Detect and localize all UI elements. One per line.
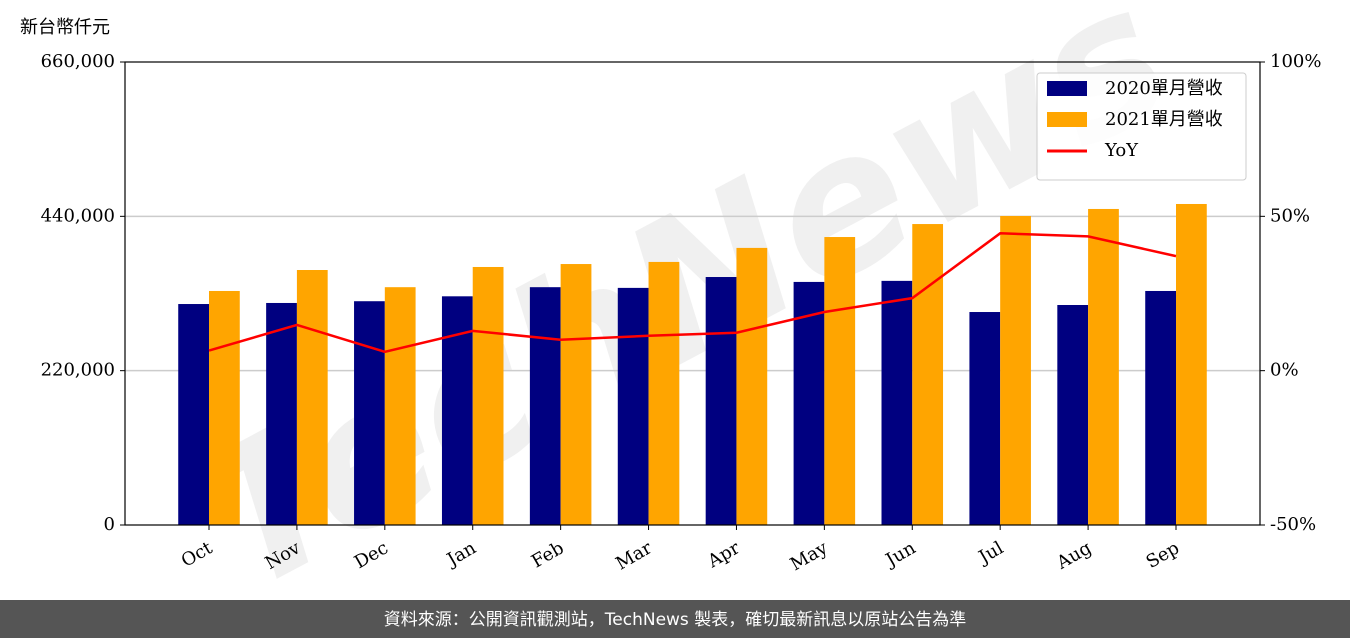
bar [912, 224, 944, 526]
bar [441, 296, 473, 525]
bar [209, 290, 240, 525]
bar [1176, 203, 1207, 525]
bar [736, 247, 768, 525]
footer-band [0, 600, 1350, 638]
y-tick-label: 440,000 [41, 205, 115, 226]
x-tick-label: Feb [528, 537, 568, 572]
bar [1088, 208, 1119, 526]
legend-swatch [1047, 81, 1087, 96]
x-tick-label: Apr [703, 537, 743, 572]
legend-label: YoY [1104, 140, 1139, 161]
bar [296, 269, 328, 525]
bar [266, 302, 297, 525]
y-axis-label: 新台幣仟元 [20, 17, 110, 38]
legend-box [1036, 72, 1247, 181]
bar [354, 301, 385, 525]
y2-tick-label: 0% [1270, 360, 1299, 381]
legend-label: 2020單月營收 [1105, 78, 1223, 99]
plot-frame [124, 61, 1261, 526]
x-tick-label: Jul [974, 537, 1008, 569]
bar [969, 312, 1001, 525]
legend-label: 2021單月營收 [1105, 109, 1223, 130]
bar [824, 237, 856, 526]
bar [648, 261, 680, 525]
legend-swatch [1047, 112, 1087, 127]
y2-tick-label: -50% [1270, 514, 1316, 535]
x-tick-label: Aug [1052, 537, 1095, 574]
x-tick-label: Oct [178, 537, 217, 572]
bar [705, 277, 737, 525]
bar [472, 266, 504, 525]
y2-tick-label: 50% [1270, 205, 1310, 226]
footer-text: 資料來源：公開資訊觀測站，TechNews 製表，確切最新訊息以原站公告為準 [384, 610, 966, 630]
bar [1145, 290, 1176, 525]
bar [178, 304, 209, 525]
bar [793, 281, 825, 525]
bar [384, 287, 416, 525]
bar [1057, 305, 1089, 525]
bar [560, 264, 592, 525]
x-tick-label: Mar [612, 537, 656, 574]
y-tick-label: 660,000 [41, 51, 115, 72]
bar [529, 287, 561, 525]
bar [881, 280, 913, 525]
bar [1000, 215, 1031, 525]
y2-tick-label: 100% [1270, 51, 1321, 72]
x-tick-label: May [787, 537, 832, 575]
y-tick-label: 0 [104, 514, 115, 535]
line [208, 232, 1177, 354]
x-tick-label: Jun [881, 537, 920, 572]
x-tick-label: Jan [442, 537, 480, 571]
y-tick-label: 220,000 [41, 360, 115, 381]
x-tick-label: Sep [1143, 537, 1183, 572]
bar [617, 287, 649, 525]
